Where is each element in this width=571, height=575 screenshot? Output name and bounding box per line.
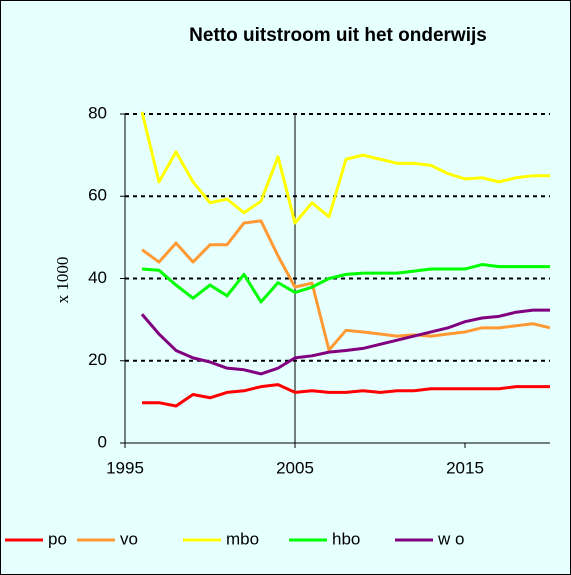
y-tick-label: 20 [88,350,107,369]
series-line [142,383,550,408]
x-tick-label: 1995 [106,458,144,477]
x-tick-label: 2015 [446,458,484,477]
legend-label: w o [437,529,464,548]
legend-label: po [48,529,67,548]
legend-label: mbo [226,529,259,548]
y-tick-label: 80 [88,103,107,122]
series-line [141,219,550,352]
chart-title: Netto uitstroom uit het onderwijs [189,25,487,46]
y-tick-label: 60 [88,186,107,205]
series-line [140,308,550,376]
legend-label: hbo [332,529,360,548]
series-line [141,263,550,304]
x-tick-label: 2005 [276,458,314,477]
y-tick-label: 40 [88,268,107,287]
y-tick-label: 0 [98,432,107,451]
y-axis-label: x 1000 [53,257,72,304]
series-line [140,111,550,225]
legend-label: vo [120,529,138,548]
